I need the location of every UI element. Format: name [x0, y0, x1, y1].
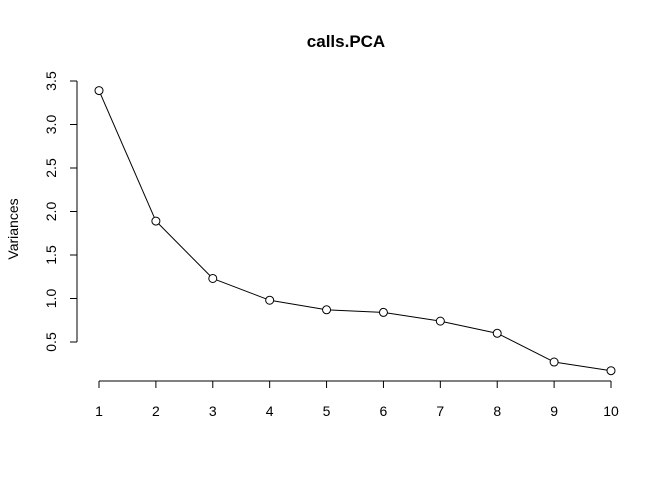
x-tick-label: 7 [436, 403, 444, 419]
series-line [100, 94, 608, 371]
y-tick-label: 2.5 [43, 158, 59, 178]
x-tick-label: 1 [95, 403, 103, 419]
x-tick-label: 10 [603, 403, 619, 419]
data-point [322, 305, 332, 315]
series-segment [444, 321, 494, 333]
data-points [94, 86, 616, 376]
series-segment [557, 362, 608, 371]
data-point [606, 366, 616, 376]
y-axis-label: Variances [5, 198, 21, 259]
data-point [492, 328, 502, 338]
y-tick-label: 0.5 [43, 332, 59, 352]
series-segment [216, 279, 267, 300]
y-tick-label: 1.5 [43, 245, 59, 265]
data-point [151, 216, 161, 226]
data-point [208, 273, 218, 283]
series-segment [387, 312, 437, 322]
x-tick-label: 2 [152, 403, 160, 419]
x-tick-label: 3 [209, 403, 217, 419]
x-tick-label: 9 [550, 403, 558, 419]
x-tick-label: 5 [323, 403, 331, 419]
series-segment [273, 300, 323, 310]
series-segment [100, 94, 155, 218]
y-tick-label: 3.5 [43, 71, 59, 91]
data-point [378, 307, 388, 317]
y-tick-label: 3.0 [43, 115, 59, 135]
series-segment [330, 309, 380, 313]
y-tick-label: 1.0 [43, 289, 59, 309]
x-tick-label: 4 [266, 403, 274, 419]
series-segment [500, 334, 551, 361]
data-point [265, 295, 275, 305]
data-point [435, 316, 445, 326]
data-point [94, 86, 104, 96]
x-tick-label: 8 [493, 403, 501, 419]
y-tick-label: 2.0 [43, 202, 59, 222]
x-axis: 1 2 3 4 5 6 7 8 9 10 [95, 380, 619, 419]
x-tick-label: 6 [380, 403, 388, 419]
chart-title: calls.PCA [307, 32, 385, 51]
y-axis: 0.5 1.0 1.5 2.0 2.5 3.0 3.5 [43, 71, 78, 352]
data-point [549, 357, 559, 367]
series-segment [158, 223, 211, 277]
